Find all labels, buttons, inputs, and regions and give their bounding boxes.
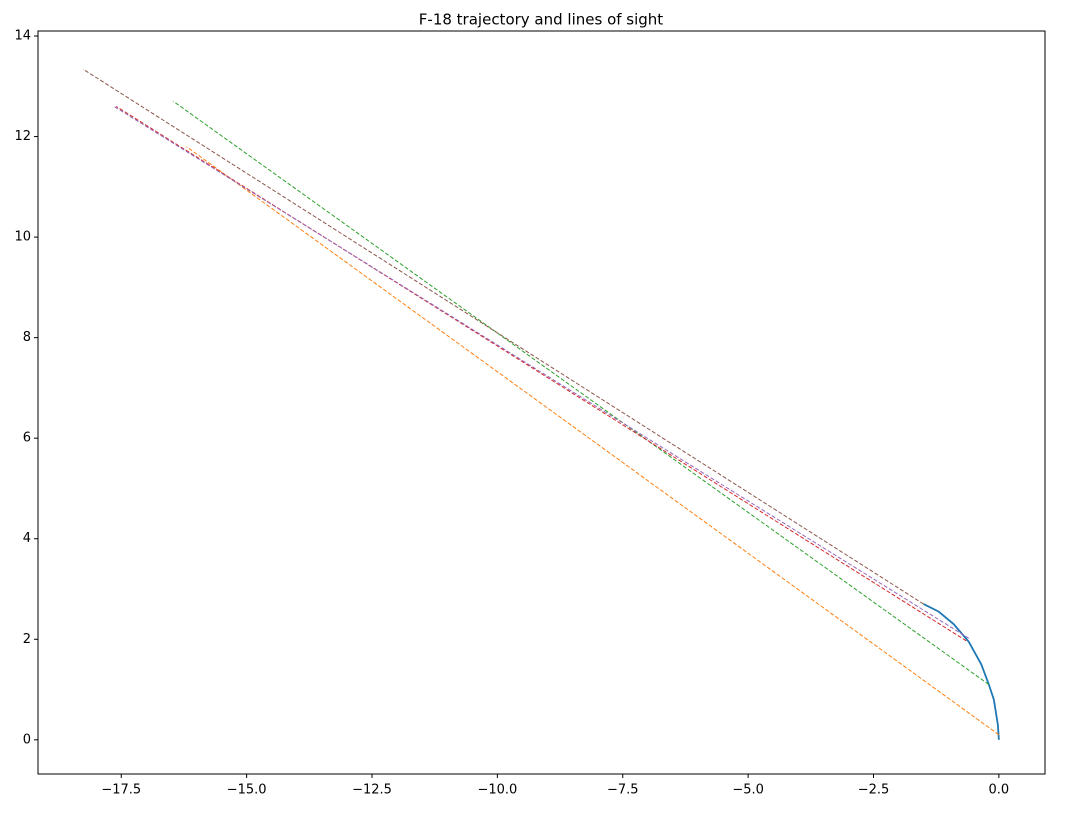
x-tick-label: −2.5 (858, 783, 890, 798)
x-tick-label: −10.0 (477, 783, 517, 798)
y-tick-label: 8 (23, 330, 31, 345)
x-tick-label: −15.0 (227, 783, 267, 798)
chart-title: F-18 trajectory and lines of sight (419, 11, 664, 29)
x-tick-label: −7.5 (607, 783, 639, 798)
y-tick-label: 4 (23, 531, 31, 546)
x-tick-label: −12.5 (352, 783, 392, 798)
y-tick-label: 12 (14, 129, 31, 144)
plot-frame (37, 30, 1046, 775)
y-tick-label: 2 (23, 632, 31, 647)
x-tick-label: −17.5 (101, 783, 141, 798)
series-line (923, 603, 1000, 740)
y-tick-label: 14 (14, 29, 31, 44)
x-tick-label: −5.0 (732, 783, 764, 798)
series-line (186, 146, 1000, 736)
series-line (82, 68, 924, 605)
y-tick-label: 10 (14, 230, 31, 245)
x-tick-label: 0.0 (989, 783, 1010, 798)
y-tick-label: 6 (23, 431, 31, 446)
series-line (173, 100, 990, 685)
y-tick-label: 0 (23, 732, 31, 747)
